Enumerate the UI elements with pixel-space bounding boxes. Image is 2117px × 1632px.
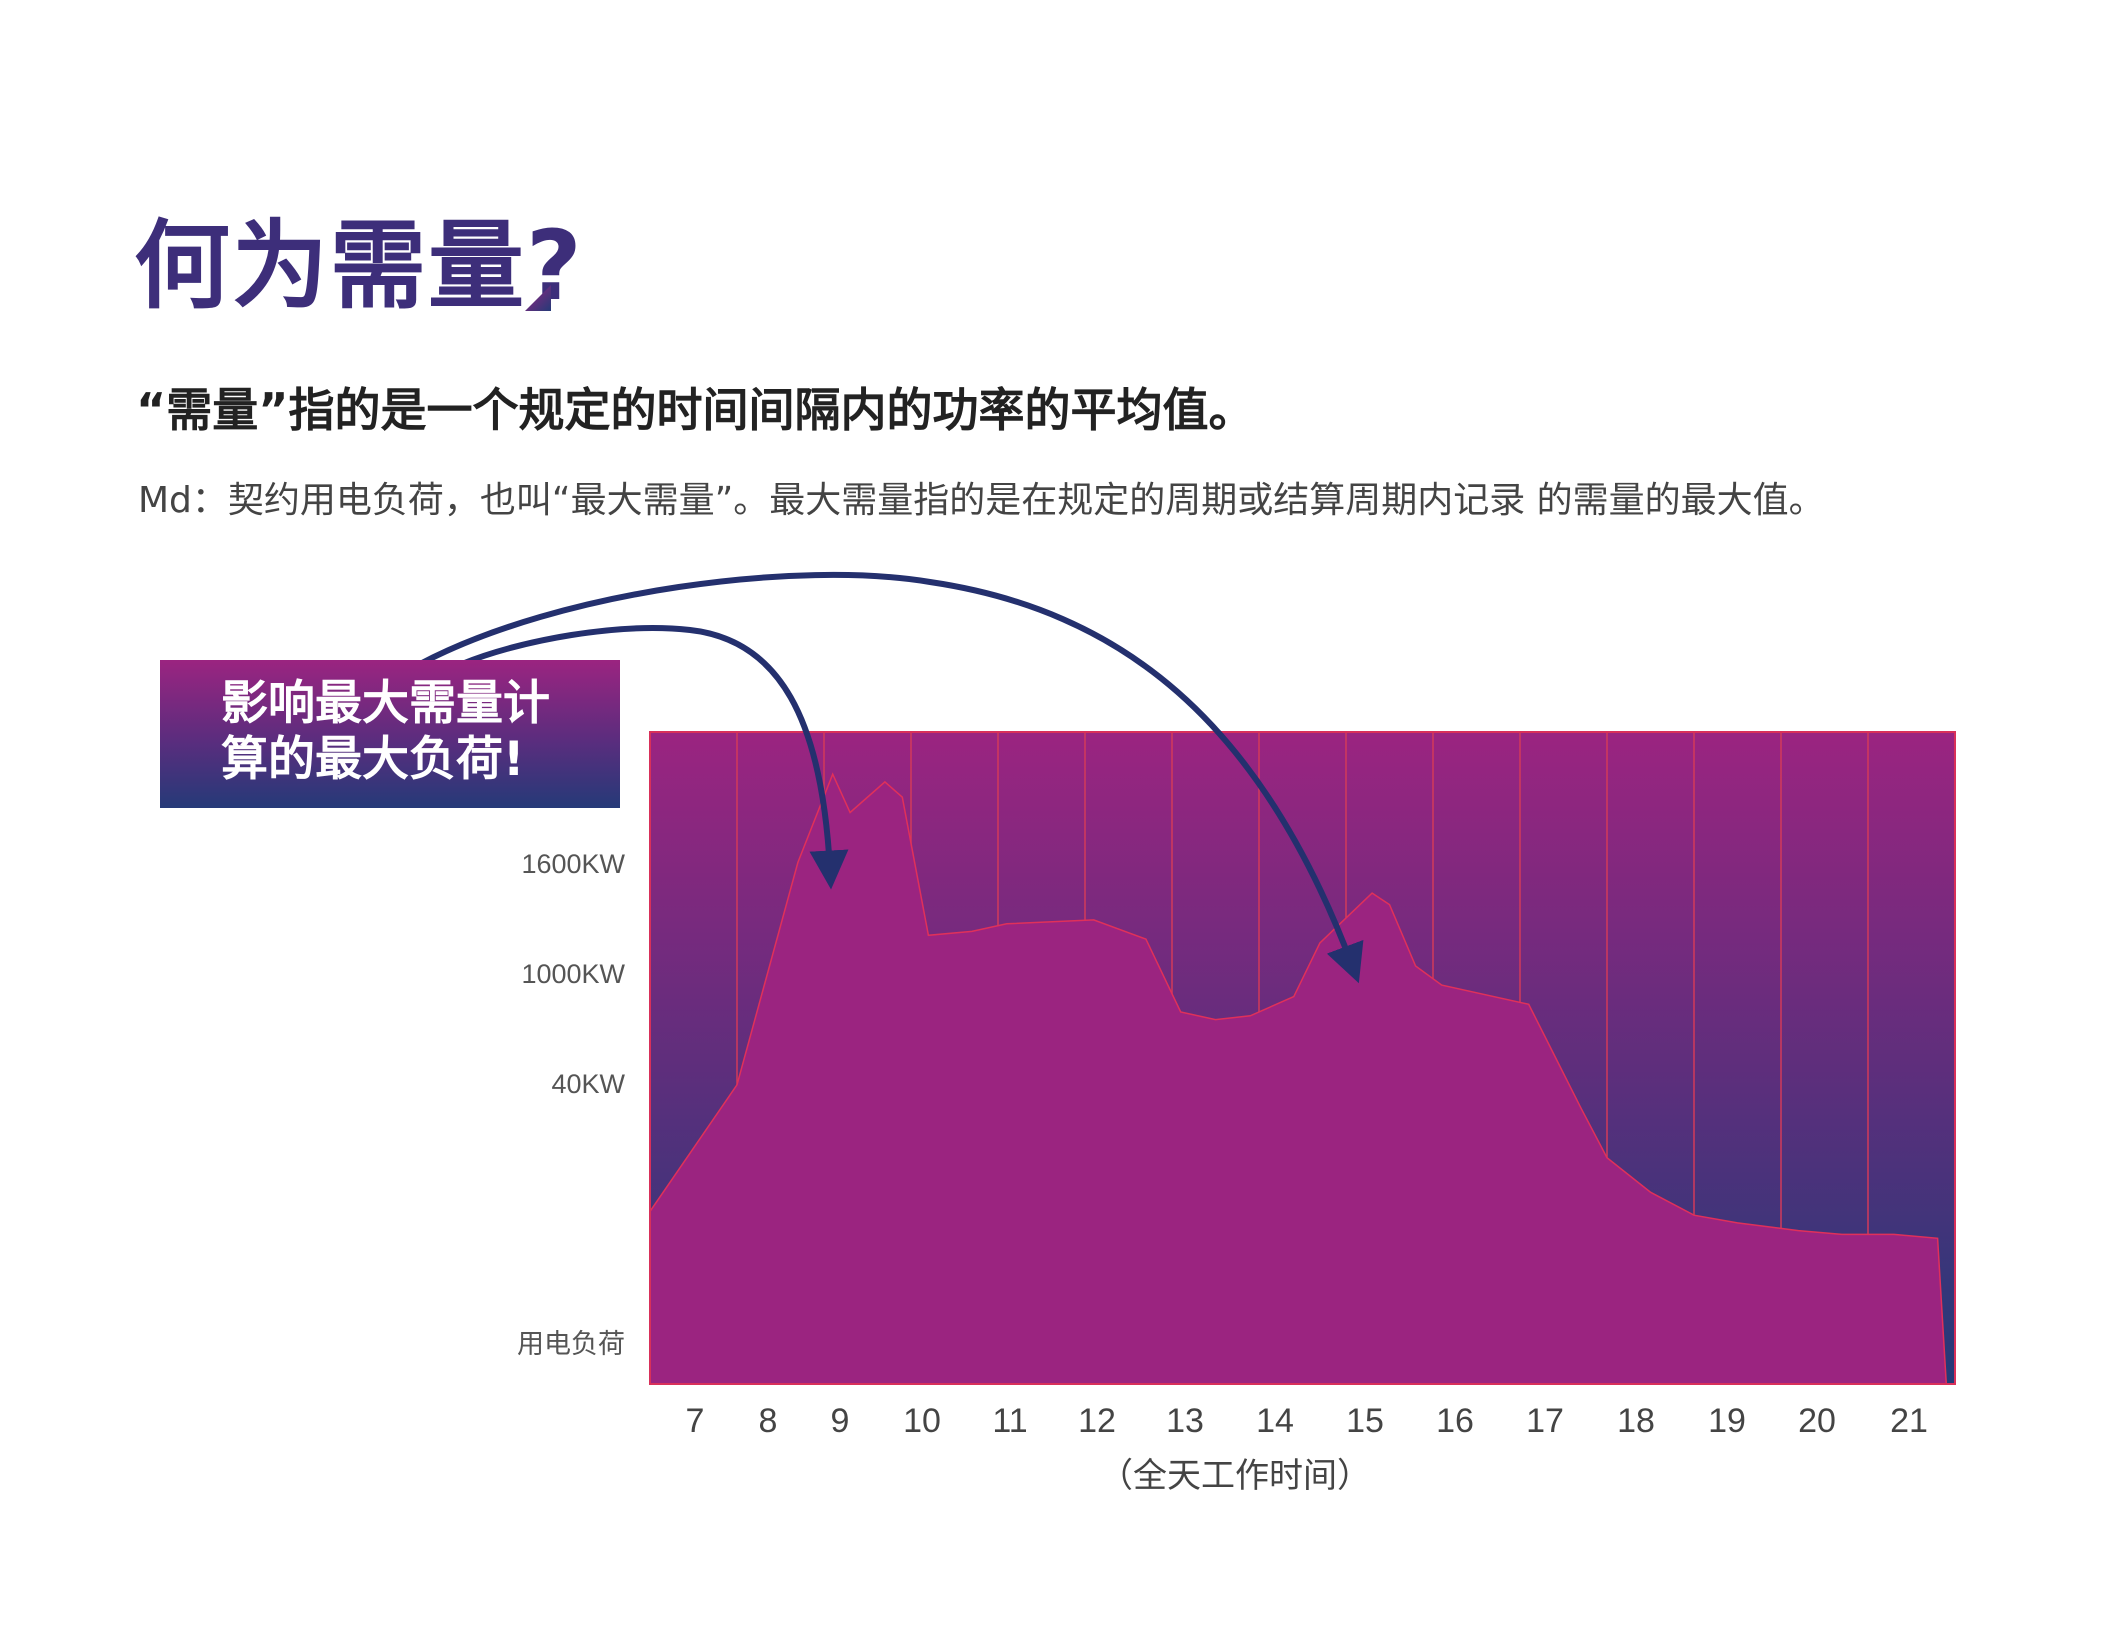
- x-tick-label: 8: [759, 1402, 778, 1440]
- load-area-series: [649, 772, 1948, 1385]
- definition-heading: “需量”指的是一个规定的时间间隔内的功率的平均值。: [136, 383, 1255, 437]
- x-tick-label: 9: [831, 1402, 850, 1440]
- peak-load-callout: 影响最大需量计 算的最大负荷!: [160, 660, 620, 808]
- callout-line-1: 影响最大需量计: [221, 676, 550, 731]
- annotation-arrow: [460, 625, 849, 890]
- x-tick-label: 17: [1526, 1402, 1564, 1440]
- x-tick-label: 13: [1166, 1402, 1204, 1440]
- y-tick-label: 1600KW: [521, 849, 625, 879]
- x-tick-label: 19: [1708, 1402, 1746, 1440]
- x-tick-label: 10: [903, 1402, 941, 1440]
- x-tick-label: 15: [1346, 1402, 1384, 1440]
- annotation-arrow: [418, 571, 1364, 984]
- x-tick-label: 16: [1436, 1402, 1474, 1440]
- callout-line-2: 算的最大负荷!: [221, 732, 525, 787]
- x-tick-label: 11: [992, 1402, 1027, 1440]
- page-title: 何为需量?: [134, 210, 584, 322]
- x-tick-label: 14: [1256, 1402, 1294, 1440]
- x-tick-label: 7: [686, 1402, 705, 1440]
- x-axis-label: （全天工作时间）: [1099, 1456, 1371, 1496]
- x-tick-label: 21: [1890, 1402, 1928, 1440]
- x-tick-label: 18: [1617, 1402, 1655, 1440]
- x-tick-label: 20: [1798, 1402, 1836, 1440]
- x-tick-label: 12: [1078, 1402, 1116, 1440]
- y-tick-label: 40KW: [551, 1069, 625, 1099]
- y-axis-label: 用电负荷: [517, 1329, 625, 1359]
- corner-accent-icon: [525, 285, 551, 311]
- plot-border: [649, 731, 1956, 1385]
- y-tick-label: 1000KW: [521, 959, 625, 989]
- definition-description: Md：契约用电负荷，也叫“最大需量”。最大需量指的是在规定的周期或结算周期内记录…: [138, 480, 1825, 521]
